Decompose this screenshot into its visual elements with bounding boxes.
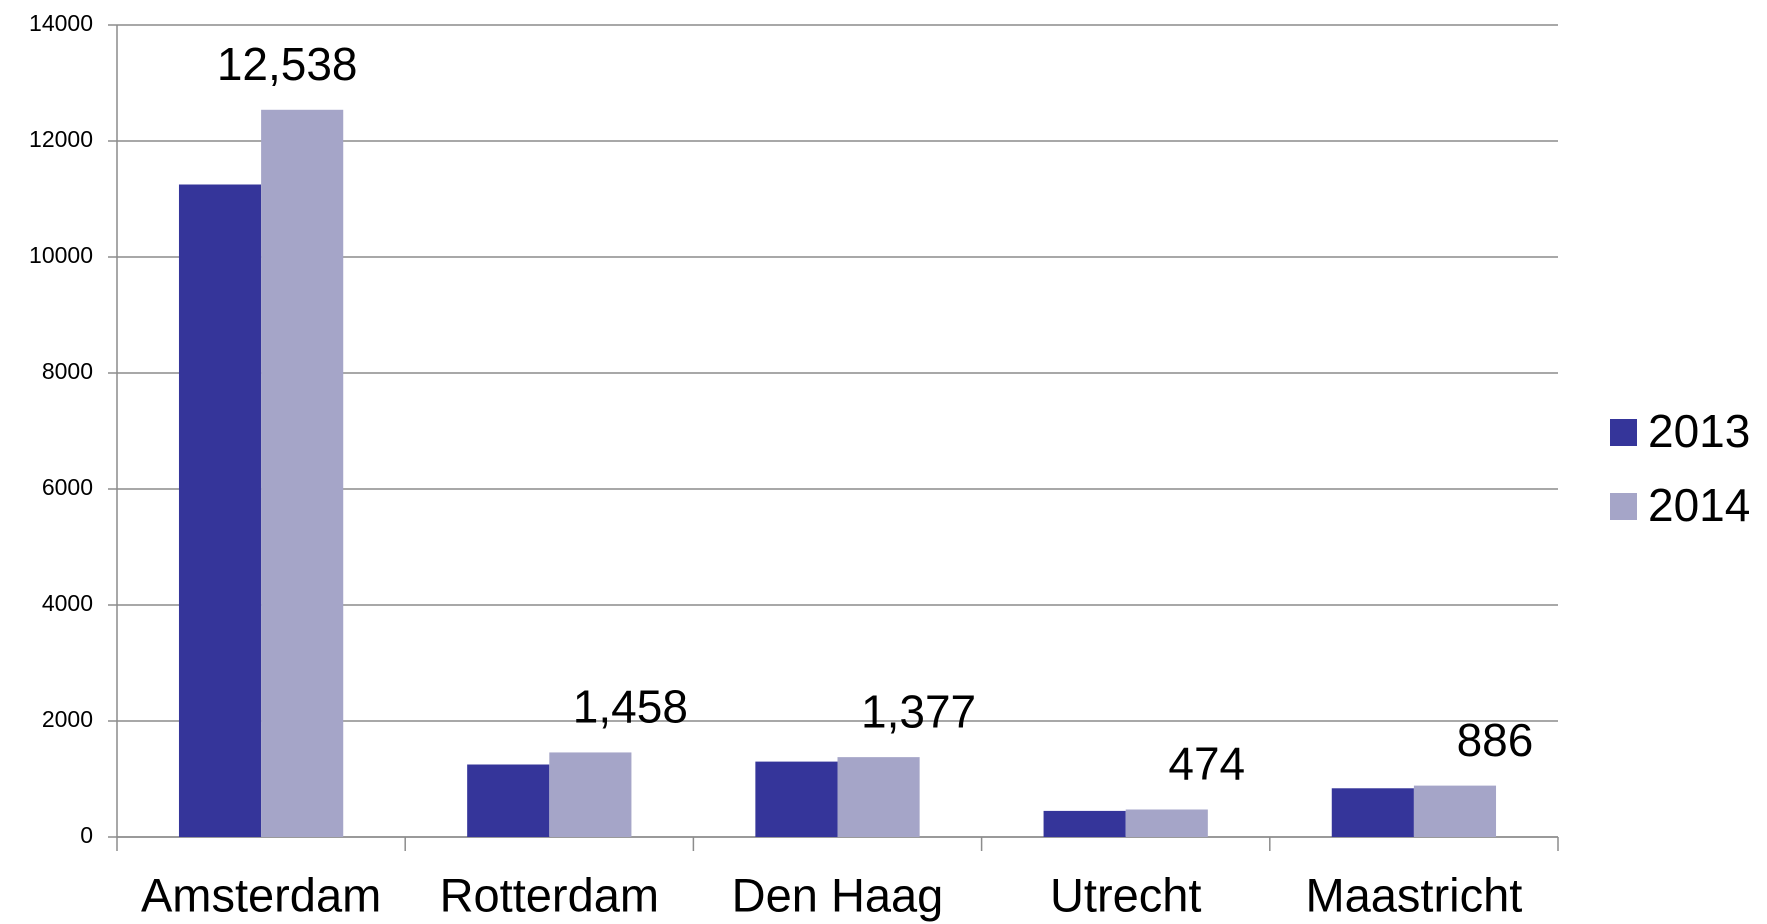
bar [178, 184, 262, 837]
value-label: 12,538 [217, 38, 358, 90]
y-tick-label: 10000 [29, 242, 93, 268]
legend-label: 2013 [1648, 405, 1750, 457]
y-tick-label: 14000 [29, 10, 93, 36]
y-tick-label: 0 [80, 822, 93, 848]
bar [467, 764, 550, 837]
x-tick-label: Maastricht [1306, 868, 1523, 921]
bar [1413, 785, 1497, 837]
bar [261, 109, 344, 837]
x-tick-label: Amsterdam [141, 868, 381, 921]
legend-label: 2014 [1648, 479, 1750, 531]
y-tick-label: 2000 [42, 706, 93, 732]
x-tick-label: Rotterdam [440, 868, 659, 921]
bar [755, 761, 838, 837]
value-label: 1,377 [861, 685, 976, 737]
value-label: 1,458 [573, 681, 688, 733]
bar [549, 752, 632, 837]
x-tick-label: Den Haag [732, 868, 944, 921]
y-tick-label: 6000 [42, 474, 93, 500]
bar [1043, 810, 1126, 837]
legend-swatch [1610, 493, 1637, 520]
legend-swatch [1610, 419, 1637, 446]
y-tick-label: 8000 [42, 358, 93, 384]
bar [837, 757, 920, 837]
bar [1331, 788, 1414, 837]
x-tick-label: Utrecht [1050, 868, 1202, 921]
value-label: 474 [1168, 738, 1245, 790]
bar [1125, 809, 1208, 837]
value-label: 886 [1457, 714, 1534, 766]
y-tick-label: 12000 [29, 126, 93, 152]
y-tick-label: 4000 [42, 590, 93, 616]
